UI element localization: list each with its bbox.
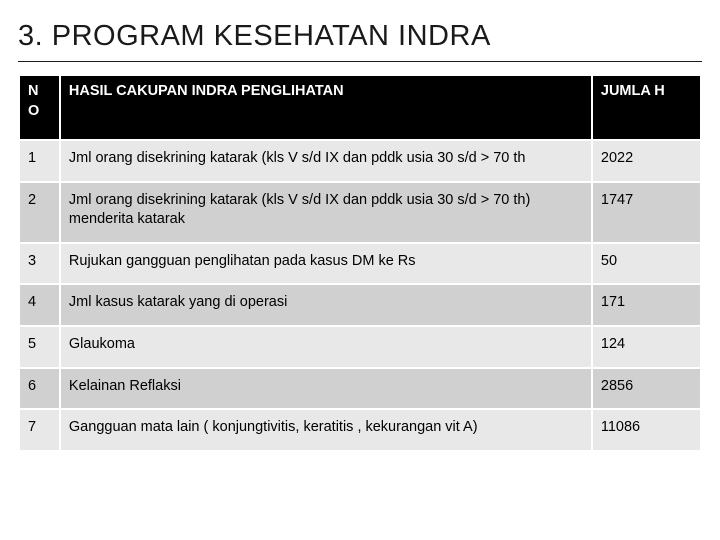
cell-no: 5 [19, 326, 60, 368]
table-row: 3 Rujukan gangguan penglihatan pada kasu… [19, 243, 701, 285]
cell-jml: 11086 [592, 409, 701, 451]
table-row: 6 Kelainan Reflaksi 2856 [19, 368, 701, 410]
cell-jml: 171 [592, 284, 701, 326]
cell-no: 7 [19, 409, 60, 451]
cell-desc: Kelainan Reflaksi [60, 368, 592, 410]
cell-no: 2 [19, 182, 60, 243]
cell-desc: Jml orang disekrining katarak (kls V s/d… [60, 140, 592, 182]
col-header-no: N O [19, 75, 60, 140]
cell-jml: 1747 [592, 182, 701, 243]
col-header-jml: JUMLA H [592, 75, 701, 140]
table-header-row: N O HASIL CAKUPAN INDRA PENGLIHATAN JUML… [19, 75, 701, 140]
slide-title: 3. PROGRAM KESEHATAN INDRA [18, 20, 702, 62]
table-row: 7 Gangguan mata lain ( konjungtivitis, k… [19, 409, 701, 451]
col-header-desc: HASIL CAKUPAN INDRA PENGLIHATAN [60, 75, 592, 140]
data-table: N O HASIL CAKUPAN INDRA PENGLIHATAN JUML… [18, 74, 702, 452]
cell-no: 6 [19, 368, 60, 410]
cell-no: 4 [19, 284, 60, 326]
table-row: 2 Jml orang disekrining katarak (kls V s… [19, 182, 701, 243]
slide: 3. PROGRAM KESEHATAN INDRA N O HASIL CAK… [0, 0, 720, 540]
cell-jml: 2022 [592, 140, 701, 182]
cell-desc: Glaukoma [60, 326, 592, 368]
cell-desc: Jml orang disekrining katarak (kls V s/d… [60, 182, 592, 243]
cell-desc: Jml kasus katarak yang di operasi [60, 284, 592, 326]
cell-desc: Rujukan gangguan penglihatan pada kasus … [60, 243, 592, 285]
cell-jml: 124 [592, 326, 701, 368]
table-row: 4 Jml kasus katarak yang di operasi 171 [19, 284, 701, 326]
cell-jml: 2856 [592, 368, 701, 410]
cell-desc: Gangguan mata lain ( konjungtivitis, ker… [60, 409, 592, 451]
cell-no: 1 [19, 140, 60, 182]
cell-jml: 50 [592, 243, 701, 285]
table-row: 1 Jml orang disekrining katarak (kls V s… [19, 140, 701, 182]
table-row: 5 Glaukoma 124 [19, 326, 701, 368]
cell-no: 3 [19, 243, 60, 285]
